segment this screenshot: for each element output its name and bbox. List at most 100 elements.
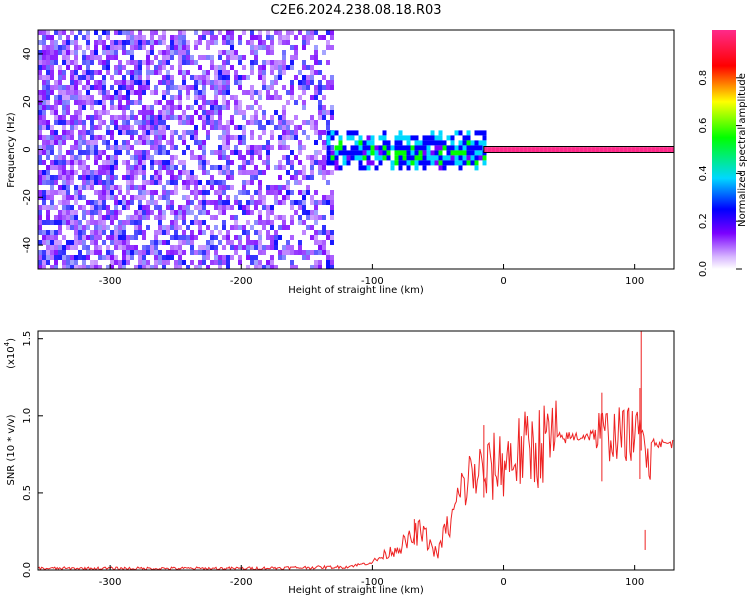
- spectrogram-cell: [238, 125, 242, 130]
- spectrogram-cell: [278, 160, 282, 165]
- spectrogram-cell: [114, 155, 118, 160]
- spectrogram-cell: [94, 150, 98, 155]
- spectrogram-cell: [194, 265, 198, 269]
- snr-xtick-label: -200: [230, 577, 253, 588]
- spectrogram-cell: [142, 150, 146, 155]
- spectrogram-cell: [306, 80, 310, 85]
- spectrogram-cell: [74, 65, 78, 70]
- colorbar: [712, 30, 736, 269]
- spectrogram-cell: [470, 155, 475, 161]
- spectrogram-cell: [110, 240, 114, 245]
- spectrogram-cell: [174, 215, 178, 220]
- spectrogram-cell: [86, 210, 90, 215]
- spectrogram-cell: [194, 130, 198, 135]
- spectrogram-cell: [346, 135, 351, 141]
- spectrogram-cell: [110, 110, 114, 115]
- spectrogram-cell: [474, 130, 479, 136]
- spectrogram-cell: [166, 250, 170, 255]
- spectrogram-cell: [206, 55, 210, 60]
- spectrogram-cell: [186, 145, 190, 150]
- spectrogram-cell: [182, 130, 186, 135]
- spectrogram-cell: [198, 260, 202, 265]
- spectrogram-cell: [138, 90, 142, 95]
- spectrogram-cell: [202, 80, 206, 85]
- spectrogram-cell: [282, 115, 286, 120]
- spectrogram-cell: [438, 150, 443, 156]
- spectrogram-cell: [306, 155, 310, 160]
- spectrogram-cell: [262, 45, 266, 50]
- spectrogram-cell: [142, 215, 146, 220]
- spectrogram-cell: [218, 220, 222, 225]
- spectrogram-cell: [150, 40, 154, 45]
- spectrogram-cell: [222, 45, 226, 50]
- spectrogram-cell: [222, 155, 226, 160]
- spectrogram-cell: [446, 160, 451, 166]
- spectrogram-cell: [50, 45, 54, 50]
- spectrogram-cell: [302, 220, 306, 225]
- spectrogram-cell: [154, 40, 158, 45]
- spectrogram-cell: [170, 225, 174, 230]
- spectrogram-cell: [110, 220, 114, 225]
- spectrogram-cell: [262, 245, 266, 250]
- spectrogram-cell: [106, 205, 110, 210]
- spectrogram-cell: [278, 95, 282, 100]
- spectrogram-cell: [38, 165, 42, 170]
- spectrogram-cell: [146, 50, 150, 55]
- spectrogram-cell: [182, 50, 186, 55]
- spectrogram-cell: [186, 45, 190, 50]
- spectrogram-cell: [238, 35, 242, 40]
- spectrogram-cell: [178, 160, 182, 165]
- spectrogram-cell: [42, 195, 46, 200]
- spectrogram-cell: [126, 145, 130, 150]
- spectrogram-cell: [406, 155, 411, 161]
- spectrogram-cell: [102, 75, 106, 80]
- spectrogram-cell: [130, 210, 134, 215]
- spectrogram-cell: [174, 40, 178, 45]
- spectrogram-cell: [50, 65, 54, 70]
- spectrogram-cell: [142, 85, 146, 90]
- spectrogram-cell: [114, 235, 118, 240]
- spectrogram-cell: [86, 230, 90, 235]
- spectrogram-cell: [234, 245, 238, 250]
- spectrogram-cell: [250, 40, 254, 45]
- spectrogram-cell: [174, 230, 178, 235]
- spectrogram-cell: [250, 130, 254, 135]
- spectrogram-cell: [146, 135, 150, 140]
- spectrogram-cell: [202, 75, 206, 80]
- spectrogram-cell: [282, 50, 286, 55]
- spectrogram-cell: [358, 145, 363, 151]
- spectrogram-cell: [322, 50, 326, 55]
- spectrogram-cell: [306, 65, 310, 70]
- spectrogram-cell: [346, 130, 351, 136]
- spectrogram-cell: [50, 210, 54, 215]
- spectrogram-cell: [314, 210, 318, 215]
- spectrogram-cell: [282, 140, 286, 145]
- spectrogram-cell: [138, 70, 142, 75]
- spectrogram-cell: [386, 140, 391, 146]
- spectrogram-cell: [250, 30, 254, 35]
- spectrogram-cell: [106, 185, 110, 190]
- spectrogram-cell: [142, 255, 146, 260]
- spectrogram-cell: [190, 45, 194, 50]
- spectrogram-cell: [58, 175, 62, 180]
- spectrogram-cell: [330, 135, 335, 141]
- spectrogram-cell: [178, 190, 182, 195]
- spectrogram-cell: [418, 155, 423, 161]
- spectrogram-cell: [206, 180, 210, 185]
- spectrogram-cell: [198, 115, 202, 120]
- spectrogram-cell: [118, 105, 122, 110]
- spectrogram-cell: [198, 160, 202, 165]
- spectrogram-cell: [38, 180, 42, 185]
- spectrogram-cell: [46, 75, 50, 80]
- spectrogram-cell: [218, 30, 222, 35]
- spectrogram-cell: [106, 160, 110, 165]
- spectrogram-cell: [174, 255, 178, 260]
- spectrogram-cell: [42, 190, 46, 195]
- spectrogram-cell: [158, 240, 162, 245]
- spectrogram-cell: [294, 50, 298, 55]
- spectrogram-cell: [226, 80, 230, 85]
- spectrogram-cell: [170, 140, 174, 145]
- spectrogram-cell: [298, 140, 302, 145]
- spectrogram-cell: [90, 40, 94, 45]
- spectrogram-cell: [382, 155, 387, 161]
